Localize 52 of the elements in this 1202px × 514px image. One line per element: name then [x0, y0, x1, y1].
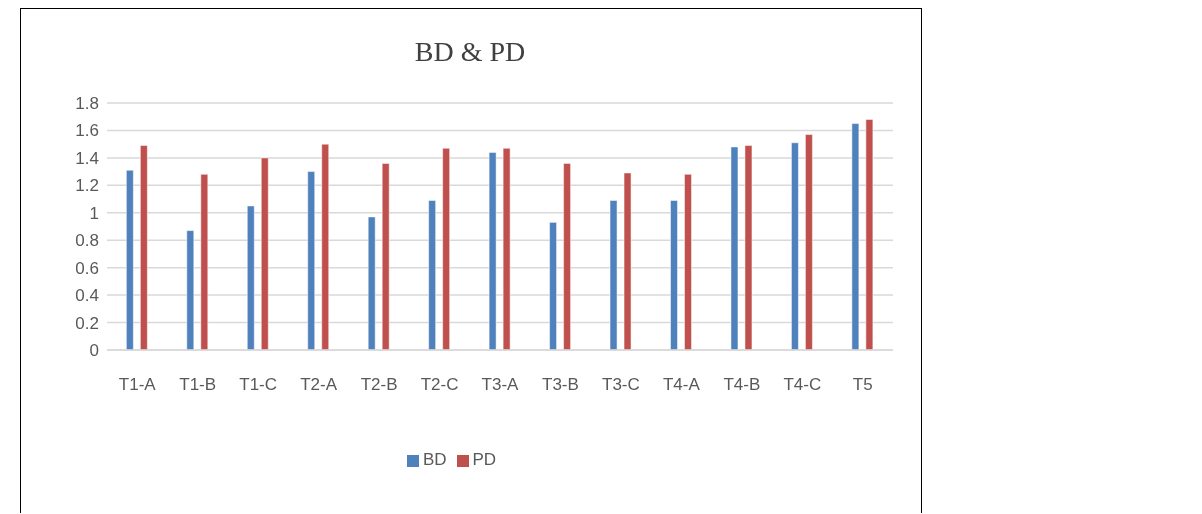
bar	[126, 169, 134, 350]
y-tick-label: 1.8	[75, 94, 99, 114]
x-tick-label: T3-A	[481, 375, 520, 395]
bar	[321, 143, 329, 350]
x-tick-label: T2-C	[420, 375, 459, 395]
y-tick-label: 1	[89, 203, 99, 223]
y-tick-label: 0.2	[75, 313, 99, 333]
x-tick-label: T1-A	[118, 375, 157, 395]
bar	[247, 205, 255, 350]
bar	[140, 145, 148, 350]
y-tick-label: 1.6	[75, 121, 99, 141]
bar	[549, 222, 557, 350]
y-tick-label: 0.6	[75, 258, 99, 278]
x-tick-label: T1-B	[179, 375, 217, 395]
bar	[367, 216, 376, 350]
bar	[563, 163, 571, 350]
bar	[623, 172, 632, 350]
bar	[851, 123, 860, 350]
x-tick-label: T4-B	[723, 375, 761, 395]
x-tick-label: T4-A	[662, 375, 701, 395]
bar	[200, 174, 209, 350]
bar	[381, 163, 390, 350]
legend-label: PD	[472, 450, 497, 469]
x-tick-label: T3-C	[602, 375, 640, 395]
y-tick-label: 0.8	[75, 231, 99, 251]
x-tick-label: T1-C	[239, 375, 278, 395]
bar	[502, 148, 511, 350]
bar	[805, 134, 813, 350]
bar	[488, 152, 497, 350]
bar	[442, 148, 450, 350]
bar	[791, 142, 799, 350]
bar	[609, 200, 618, 350]
x-tick-label: T3-B	[542, 375, 579, 395]
y-tick-label: 1.2	[75, 176, 99, 196]
x-tick-label: T2-A	[300, 375, 338, 395]
bar	[865, 119, 874, 350]
bar	[428, 200, 436, 350]
bar	[670, 200, 678, 350]
bar	[307, 171, 315, 350]
x-tick-label: T2-B	[360, 375, 398, 395]
y-tick-label: 0.4	[75, 286, 99, 306]
y-tick-label: 1.4	[75, 148, 99, 168]
bar	[684, 174, 692, 350]
bar	[730, 146, 739, 350]
bar	[186, 230, 195, 350]
chart-title: BD & PD	[413, 36, 527, 68]
legend-label: BD	[422, 450, 447, 469]
bar	[744, 145, 753, 350]
bar	[261, 157, 269, 350]
x-tick-label: T4-C	[783, 375, 822, 395]
x-tick-label: T5	[852, 375, 873, 395]
y-tick-label: 0	[89, 341, 99, 361]
